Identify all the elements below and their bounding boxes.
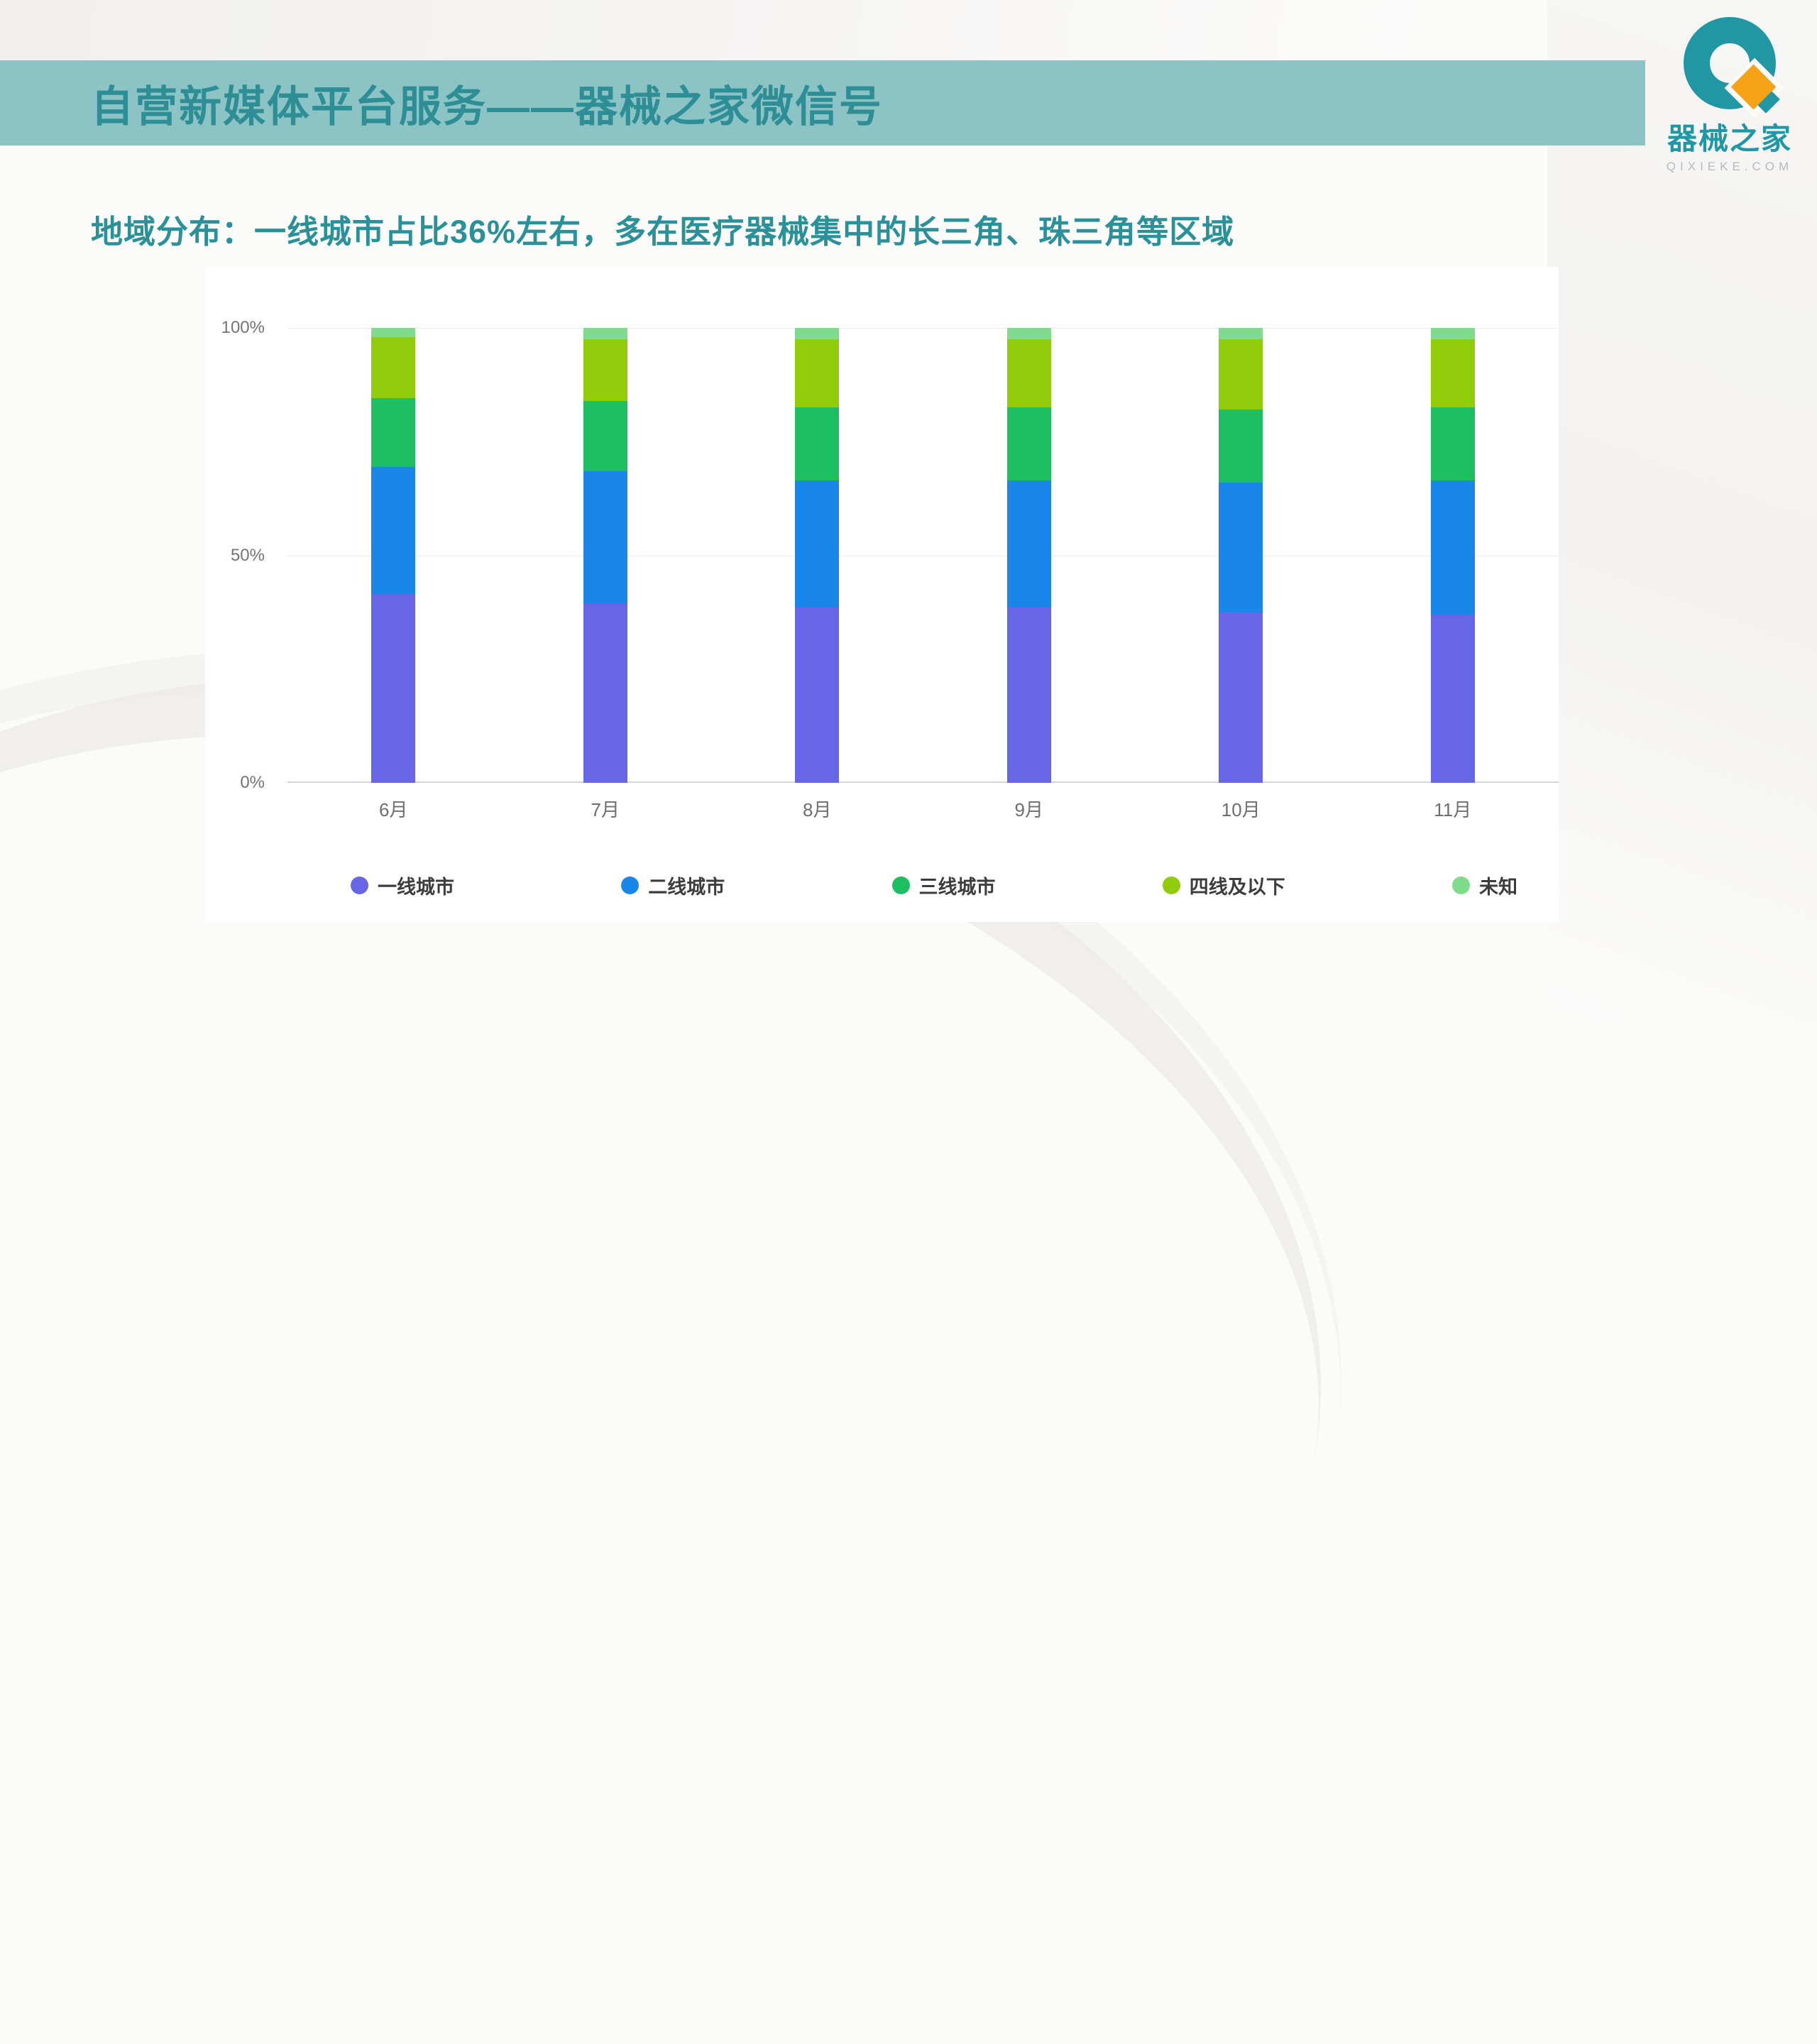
stacked-bar	[1006, 328, 1051, 783]
bar-slot	[500, 328, 712, 783]
legend-dot-icon	[891, 876, 910, 894]
bar-segment	[1219, 612, 1263, 783]
stacked-bar	[1219, 328, 1263, 783]
legend-label: 四线及以下	[1189, 876, 1285, 898]
title-banner: 自营新媒体平台服务——器械之家微信号	[0, 60, 1645, 145]
bar-slot	[711, 328, 923, 783]
x-axis-labels: 6月 7月 8月 9月 10月 11月	[287, 796, 1559, 822]
q-ring-with-orange-diamond-icon	[1684, 17, 1785, 119]
bar-segment	[1430, 407, 1475, 480]
legend-item: 二线城市	[621, 872, 725, 899]
bar-slot	[1135, 328, 1347, 783]
legend-label: 一线城市	[378, 876, 454, 898]
bar-slot	[287, 328, 500, 783]
x-axis-line	[287, 781, 1559, 783]
bar-segment	[1430, 480, 1475, 615]
logo-brand-text: 器械之家	[1667, 122, 1792, 155]
legend-item: 一线城市	[351, 872, 454, 899]
logo-domain-text: QIXIEKE.COM	[1666, 160, 1794, 173]
bar-segment	[583, 471, 627, 603]
bar-segment	[583, 603, 627, 783]
bar-segment	[371, 336, 416, 399]
bar-segment	[1219, 339, 1263, 410]
bar-segment	[795, 328, 840, 340]
stacked-bar	[795, 328, 840, 783]
bar-segment	[1006, 407, 1051, 480]
bar-segment	[1006, 608, 1051, 783]
bar-segment	[1219, 410, 1263, 483]
y-tick-label: 50%	[230, 545, 265, 565]
bar-segment	[583, 328, 627, 340]
legend-dot-icon	[351, 876, 368, 894]
bar-slot	[923, 328, 1136, 783]
y-tick-label: 100%	[221, 318, 265, 337]
slide-subtitle: 地域分布：一线城市占比36%左右，多在医疗器械集中的长三角、珠三角等区域	[91, 214, 1235, 250]
bar-segment	[1430, 328, 1475, 340]
legend-item: 四线及以下	[1162, 872, 1285, 899]
bar-segment	[1430, 339, 1475, 408]
x-tick-label: 7月	[591, 799, 620, 820]
x-tick-label: 10月	[1221, 799, 1261, 820]
bar-segment	[371, 594, 416, 783]
legend-dot-icon	[621, 876, 639, 894]
x-tick-label: 11月	[1434, 799, 1472, 820]
stacked-bar	[1430, 328, 1475, 783]
plot-area: 100% 50% 0%	[221, 318, 1559, 792]
bar-segment	[1430, 614, 1475, 783]
bar-segment	[795, 480, 840, 608]
legend-label: 三线城市	[918, 876, 996, 898]
x-tick-label: 8月	[803, 799, 832, 820]
bar-segment	[1006, 480, 1051, 608]
chart-panel: 100% 50% 0% 6月 7月 8月 9月 10月 11月 一线城市 二线城市 三线城市 四…	[205, 267, 1559, 922]
x-tick-label: 9月	[1014, 799, 1043, 820]
stacked-bar	[371, 328, 416, 783]
bar-slot	[1347, 328, 1559, 783]
company-logo: 器械之家 QIXIEKE.COM	[1655, 17, 1804, 174]
bar-segment	[795, 339, 840, 408]
bar-segment	[1006, 339, 1051, 408]
legend-label: 二线城市	[648, 876, 725, 898]
bar-segment	[1219, 328, 1263, 340]
legend-label: 未知	[1479, 876, 1517, 898]
legend-dot-icon	[1452, 876, 1470, 894]
bar-segment	[583, 400, 627, 471]
background-top-strip	[0, 0, 1817, 61]
y-tick-label: 0%	[240, 773, 265, 792]
gridline-100	[287, 328, 1559, 329]
slide-title: 自营新媒体平台服务——器械之家微信号	[91, 82, 883, 131]
background-right-band	[1547, 0, 1817, 1022]
bar-segment	[371, 328, 416, 337]
bar-segment	[371, 398, 416, 467]
bar-segment	[795, 608, 840, 783]
bar-segment	[371, 466, 416, 594]
legend-item: 三线城市	[891, 872, 996, 899]
legend-item: 未知	[1452, 872, 1517, 899]
stacked-bar	[583, 328, 627, 783]
bar-segment	[583, 339, 627, 401]
chart-legend: 一线城市 二线城市 三线城市 四线及以下 未知	[351, 870, 1517, 900]
bar-segment	[1006, 328, 1051, 340]
bar-segment	[795, 407, 840, 480]
x-tick-label: 6月	[379, 799, 408, 820]
bar-group	[287, 328, 1559, 783]
legend-dot-icon	[1162, 876, 1180, 894]
bar-segment	[1219, 482, 1263, 612]
